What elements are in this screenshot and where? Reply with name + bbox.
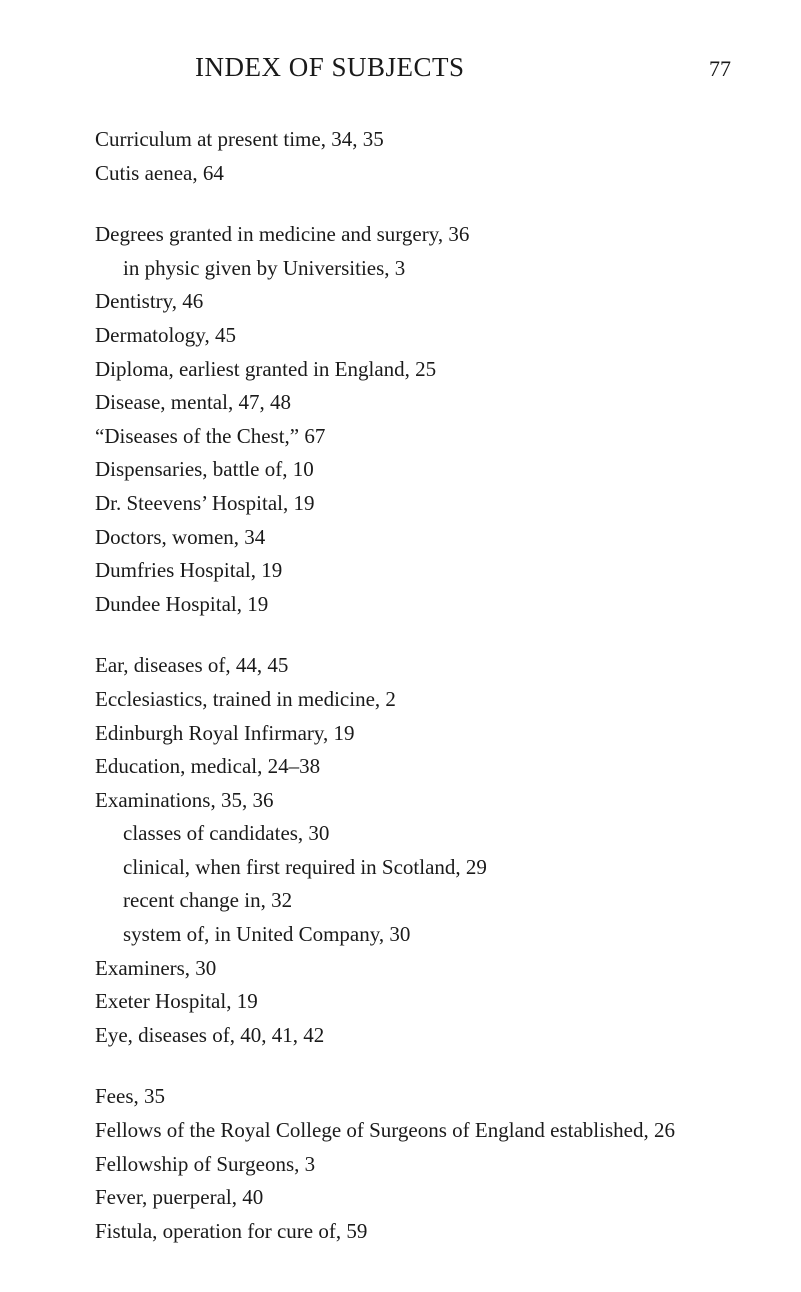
index-entry: Fees, 35 [95,1080,731,1114]
entry-group: Ear, diseases of, 44, 45Ecclesiastics, t… [95,649,731,1052]
index-sub-entry: classes of candidates, 30 [95,817,731,851]
index-entry: Doctors, women, 34 [95,521,731,555]
index-entry: Dentistry, 46 [95,285,731,319]
index-entry: Dispensaries, battle of, 10 [95,453,731,487]
header-row: INDEX OF SUBJECTS 77 [95,52,731,83]
index-entry: Dr. Steevens’ Hospital, 19 [95,487,731,521]
index-entry: Dundee Hospital, 19 [95,588,731,622]
index-entry: Exeter Hospital, 19 [95,985,731,1019]
index-sub-entry: in physic given by Universities, 3 [95,252,731,286]
index-entry: Edinburgh Royal Infirmary, 19 [95,717,731,751]
index-entry: Fistula, operation for cure of, 59 [95,1215,731,1249]
index-entry: Degrees granted in medicine and surgery,… [95,218,731,252]
index-entry: Diploma, earliest granted in England, 25 [95,353,731,387]
index-entry: Examinations, 35, 36 [95,784,731,818]
index-entry: Ear, diseases of, 44, 45 [95,649,731,683]
index-sub-entry: recent change in, 32 [95,884,731,918]
index-entry: “Diseases of the Chest,” 67 [95,420,731,454]
index-entry: Fellowship of Surgeons, 3 [95,1148,731,1182]
index-entry: Eye, diseases of, 40, 41, 42 [95,1019,731,1053]
index-entry: Dumfries Hospital, 19 [95,554,731,588]
index-entry: Examiners, 30 [95,952,731,986]
index-entry: Fellows of the Royal College of Surgeons… [95,1114,731,1148]
index-entry: Fever, puerperal, 40 [95,1181,731,1215]
index-sub-entry: clinical, when first required in Scotlan… [95,851,731,885]
entry-group: Curriculum at present time, 34, 35Cutis … [95,123,731,190]
index-content: Curriculum at present time, 34, 35Cutis … [95,123,731,1248]
entry-group: Fees, 35Fellows of the Royal College of … [95,1080,731,1248]
entry-group: Degrees granted in medicine and surgery,… [95,218,731,621]
page-title: INDEX OF SUBJECTS [195,52,465,83]
index-entry: Cutis aenea, 64 [95,157,731,191]
index-entry: Dermatology, 45 [95,319,731,353]
index-sub-entry: system of, in United Company, 30 [95,918,731,952]
index-entry: Curriculum at present time, 34, 35 [95,123,731,157]
index-entry: Disease, mental, 47, 48 [95,386,731,420]
index-entry: Education, medical, 24–38 [95,750,731,784]
index-entry: Ecclesiastics, trained in medicine, 2 [95,683,731,717]
page-number: 77 [709,56,731,82]
